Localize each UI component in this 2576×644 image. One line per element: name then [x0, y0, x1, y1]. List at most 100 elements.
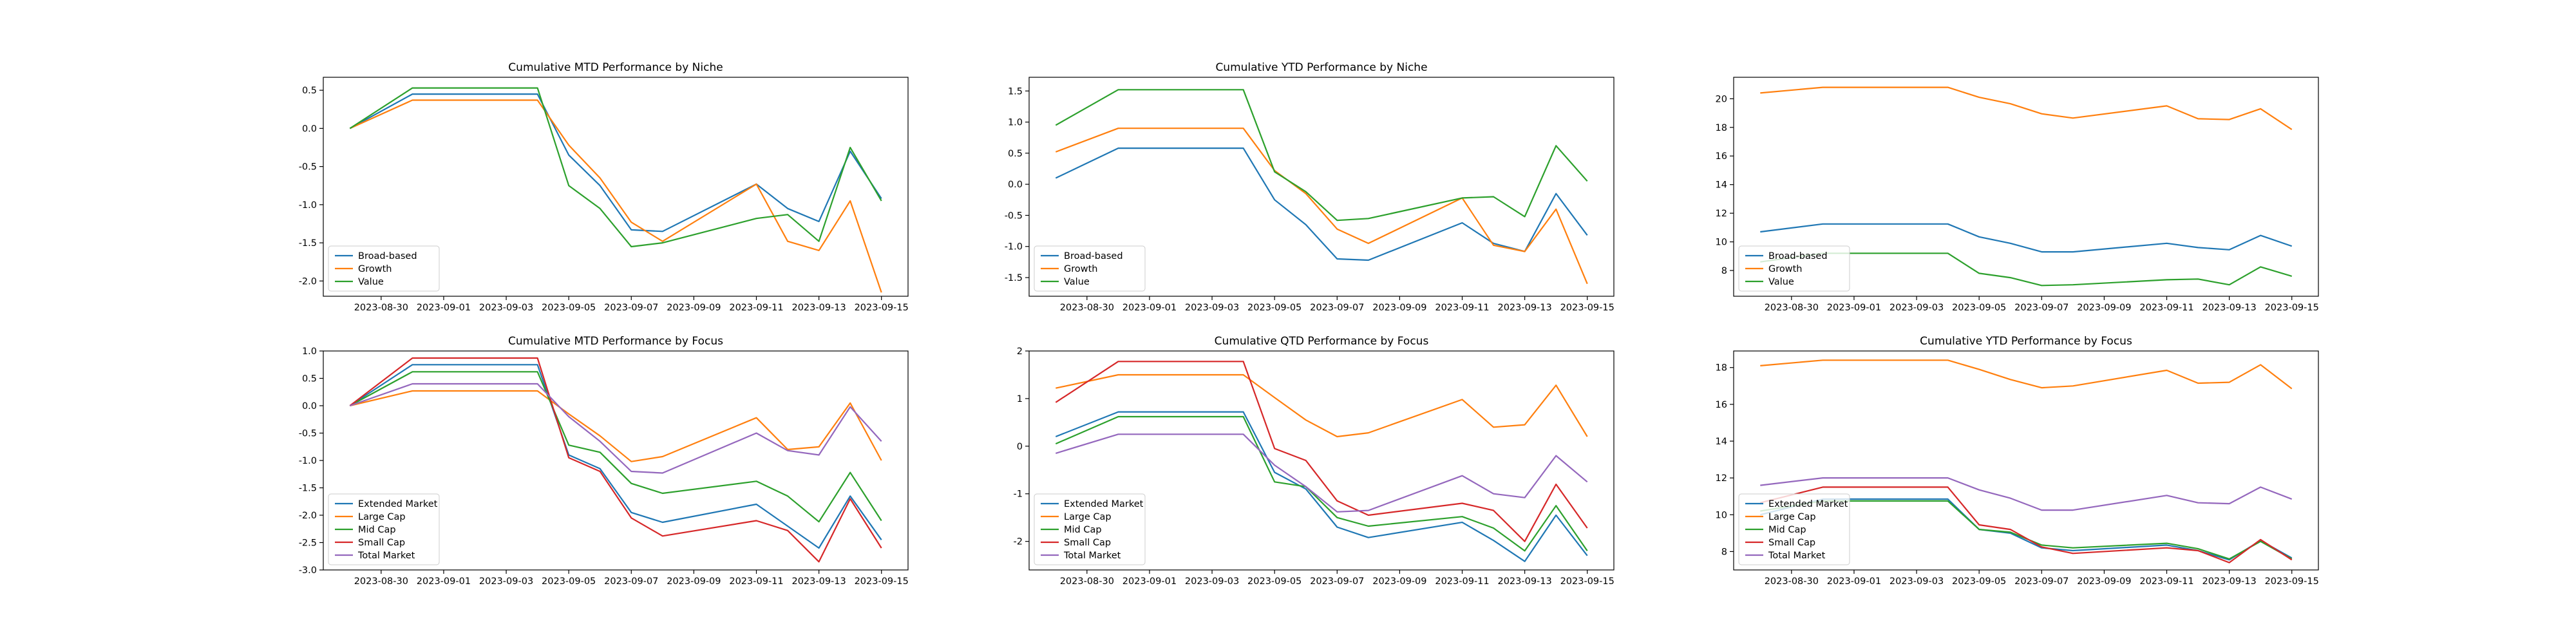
- legend-box: [1034, 493, 1146, 565]
- y-tick-label: 0.0: [302, 401, 317, 412]
- legend-entry: Mid Cap: [358, 525, 396, 535]
- y-tick-label: 1: [1017, 394, 1023, 404]
- x-tick-label: 2023-09-11: [2139, 576, 2193, 587]
- x-tick-label: 2023-09-11: [1435, 303, 1489, 313]
- y-tick-label: 16: [1716, 151, 1727, 162]
- x-tick-label: 2023-09-03: [1185, 576, 1239, 587]
- x-tick-label: 2023-09-01: [1827, 303, 1881, 313]
- series-line-growth: [349, 99, 882, 293]
- legend-entry: Value: [358, 277, 384, 287]
- legend-box: [1034, 245, 1146, 292]
- legend-entry: Value: [1064, 277, 1090, 287]
- x-tick-label: 2023-09-01: [1122, 303, 1177, 313]
- x-tick-label: 2023-09-11: [729, 303, 783, 313]
- chart-2: 20 18 16 14 12 10 8 2023-08-30 2023-09-01 2023-09…: [1716, 77, 2319, 313]
- x-tick-label: 2023-09-15: [1560, 576, 1615, 587]
- x-tick-label: 2023-09-07: [2014, 576, 2069, 587]
- x-tick-label: 2023-09-13: [1497, 576, 1551, 587]
- y-tick-label: 1.5: [1008, 86, 1023, 97]
- y-tick-label: 1.0: [302, 346, 317, 357]
- legend-box: [328, 493, 440, 565]
- x-tick-label: 2023-09-05: [1952, 303, 2006, 313]
- series-line-large-cap: [1760, 359, 2293, 390]
- x-tick-label: 2023-09-11: [1435, 576, 1489, 587]
- series-line-growth: [1760, 86, 2293, 131]
- axes-frame: [1028, 350, 1615, 571]
- x-tick-label: 2023-09-09: [2077, 576, 2131, 587]
- series-line-large-cap: [1056, 374, 1588, 438]
- x-tick-label: 2023-09-03: [479, 576, 533, 587]
- y-tick-label: 20: [1716, 94, 1727, 104]
- chart-0: Cumulative MTD Performance by Niche 0.5 0.…: [299, 61, 909, 313]
- chart-4: Cumulative QTD Performance by Focus 2 1 0 -1…: [1014, 335, 1615, 587]
- y-tick-label: 8: [1721, 547, 1727, 557]
- legend: Extended Market Large Cap Mid Cap Small Cap…: [328, 493, 440, 565]
- x-tick-label: 2023-09-09: [667, 576, 721, 587]
- legend-box: [1738, 493, 1850, 565]
- series-line-extended-market: [1055, 411, 1588, 562]
- y-tick-label: -1.5: [1005, 273, 1023, 283]
- y-tick-label: 12: [1716, 209, 1727, 219]
- chart-title: Cumulative QTD Performance by Focus: [1215, 335, 1429, 348]
- legend: Broad-based Growth Value: [328, 245, 440, 292]
- series-line-broad-based: [1055, 147, 1588, 261]
- y-tick-label: 14: [1716, 437, 1727, 447]
- series-line-value: [1055, 89, 1588, 222]
- x-tick-label: 2023-09-01: [1827, 576, 1881, 587]
- series-line-large-cap: [350, 390, 882, 462]
- legend-entry: Small Cap: [358, 538, 405, 548]
- chart-3: Cumulative MTD Performance by Focus 1.0 0.…: [299, 335, 909, 587]
- y-tick-label: -1.0: [299, 456, 317, 466]
- series-line-growth: [1055, 128, 1588, 285]
- x-tick-label: 2023-09-09: [1372, 576, 1426, 587]
- legend-entry: Broad-based: [358, 251, 417, 261]
- legend: Extended Market Large Cap Mid Cap Small Cap…: [1738, 493, 1850, 565]
- y-tick-label: 18: [1716, 123, 1727, 133]
- y-tick-label: -1.0: [1005, 242, 1023, 252]
- legend-entry: Small Cap: [1768, 538, 1815, 548]
- chart-5: Cumulative YTD Performance by Focus 18 16 1…: [1716, 335, 2319, 587]
- series-line-mid-cap: [1055, 415, 1588, 552]
- x-tick-label: 2023-09-15: [855, 576, 909, 587]
- legend-entry: Growth: [358, 264, 392, 274]
- x-tick-label: 2023-09-13: [791, 303, 846, 313]
- axes-frame: [1733, 77, 2319, 297]
- y-tick-label: 18: [1716, 363, 1727, 374]
- series-line-small-cap: [1760, 486, 2293, 564]
- legend-entry: Broad-based: [1768, 251, 1828, 261]
- x-tick-label: 2023-09-11: [729, 576, 783, 587]
- y-tick-label: -2.0: [299, 511, 317, 521]
- axes-frame: [1028, 77, 1615, 297]
- y-tick-label: -1.0: [299, 200, 317, 211]
- x-tick-label: 2023-09-09: [1372, 303, 1426, 313]
- x-tick-label: 2023-09-05: [542, 303, 596, 313]
- y-tick-label: 12: [1716, 473, 1727, 484]
- legend-entry: Small Cap: [1064, 538, 1111, 548]
- legend-entry: Growth: [1768, 264, 1803, 274]
- x-tick-label: 2023-09-13: [1497, 303, 1551, 313]
- series-line-mid-cap: [1760, 500, 2293, 560]
- y-tick-label: -2: [1014, 537, 1023, 547]
- y-tick-label: 10: [1716, 238, 1727, 248]
- x-tick-label: 2023-09-15: [1560, 303, 1615, 313]
- x-tick-label: 2023-09-13: [2202, 576, 2256, 587]
- series-line-broad-based: [1760, 223, 2293, 253]
- y-tick-label: 14: [1716, 180, 1727, 191]
- series-line-extended-market: [349, 364, 882, 549]
- series-line-broad-based: [349, 93, 882, 232]
- x-tick-label: 2023-09-05: [542, 576, 596, 587]
- legend-entry: Extended Market: [358, 499, 438, 509]
- legend-entry: Large Cap: [1768, 512, 1816, 522]
- x-tick-label: 2023-08-30: [1765, 576, 1819, 587]
- axes-frame: [323, 77, 909, 297]
- y-tick-label: -2.0: [299, 276, 317, 287]
- series-line-small-cap: [1055, 361, 1588, 542]
- chart-title: Cumulative MTD Performance by Niche: [508, 61, 723, 74]
- chart-1: Cumulative YTD Performance by Niche 1.5 1.…: [1005, 61, 1615, 313]
- y-tick-label: 8: [1721, 266, 1727, 276]
- series-line-mid-cap: [349, 371, 882, 523]
- x-tick-label: 2023-09-03: [1889, 303, 1944, 313]
- y-tick-label: -1.5: [299, 238, 317, 249]
- series-line-total-market: [349, 383, 882, 474]
